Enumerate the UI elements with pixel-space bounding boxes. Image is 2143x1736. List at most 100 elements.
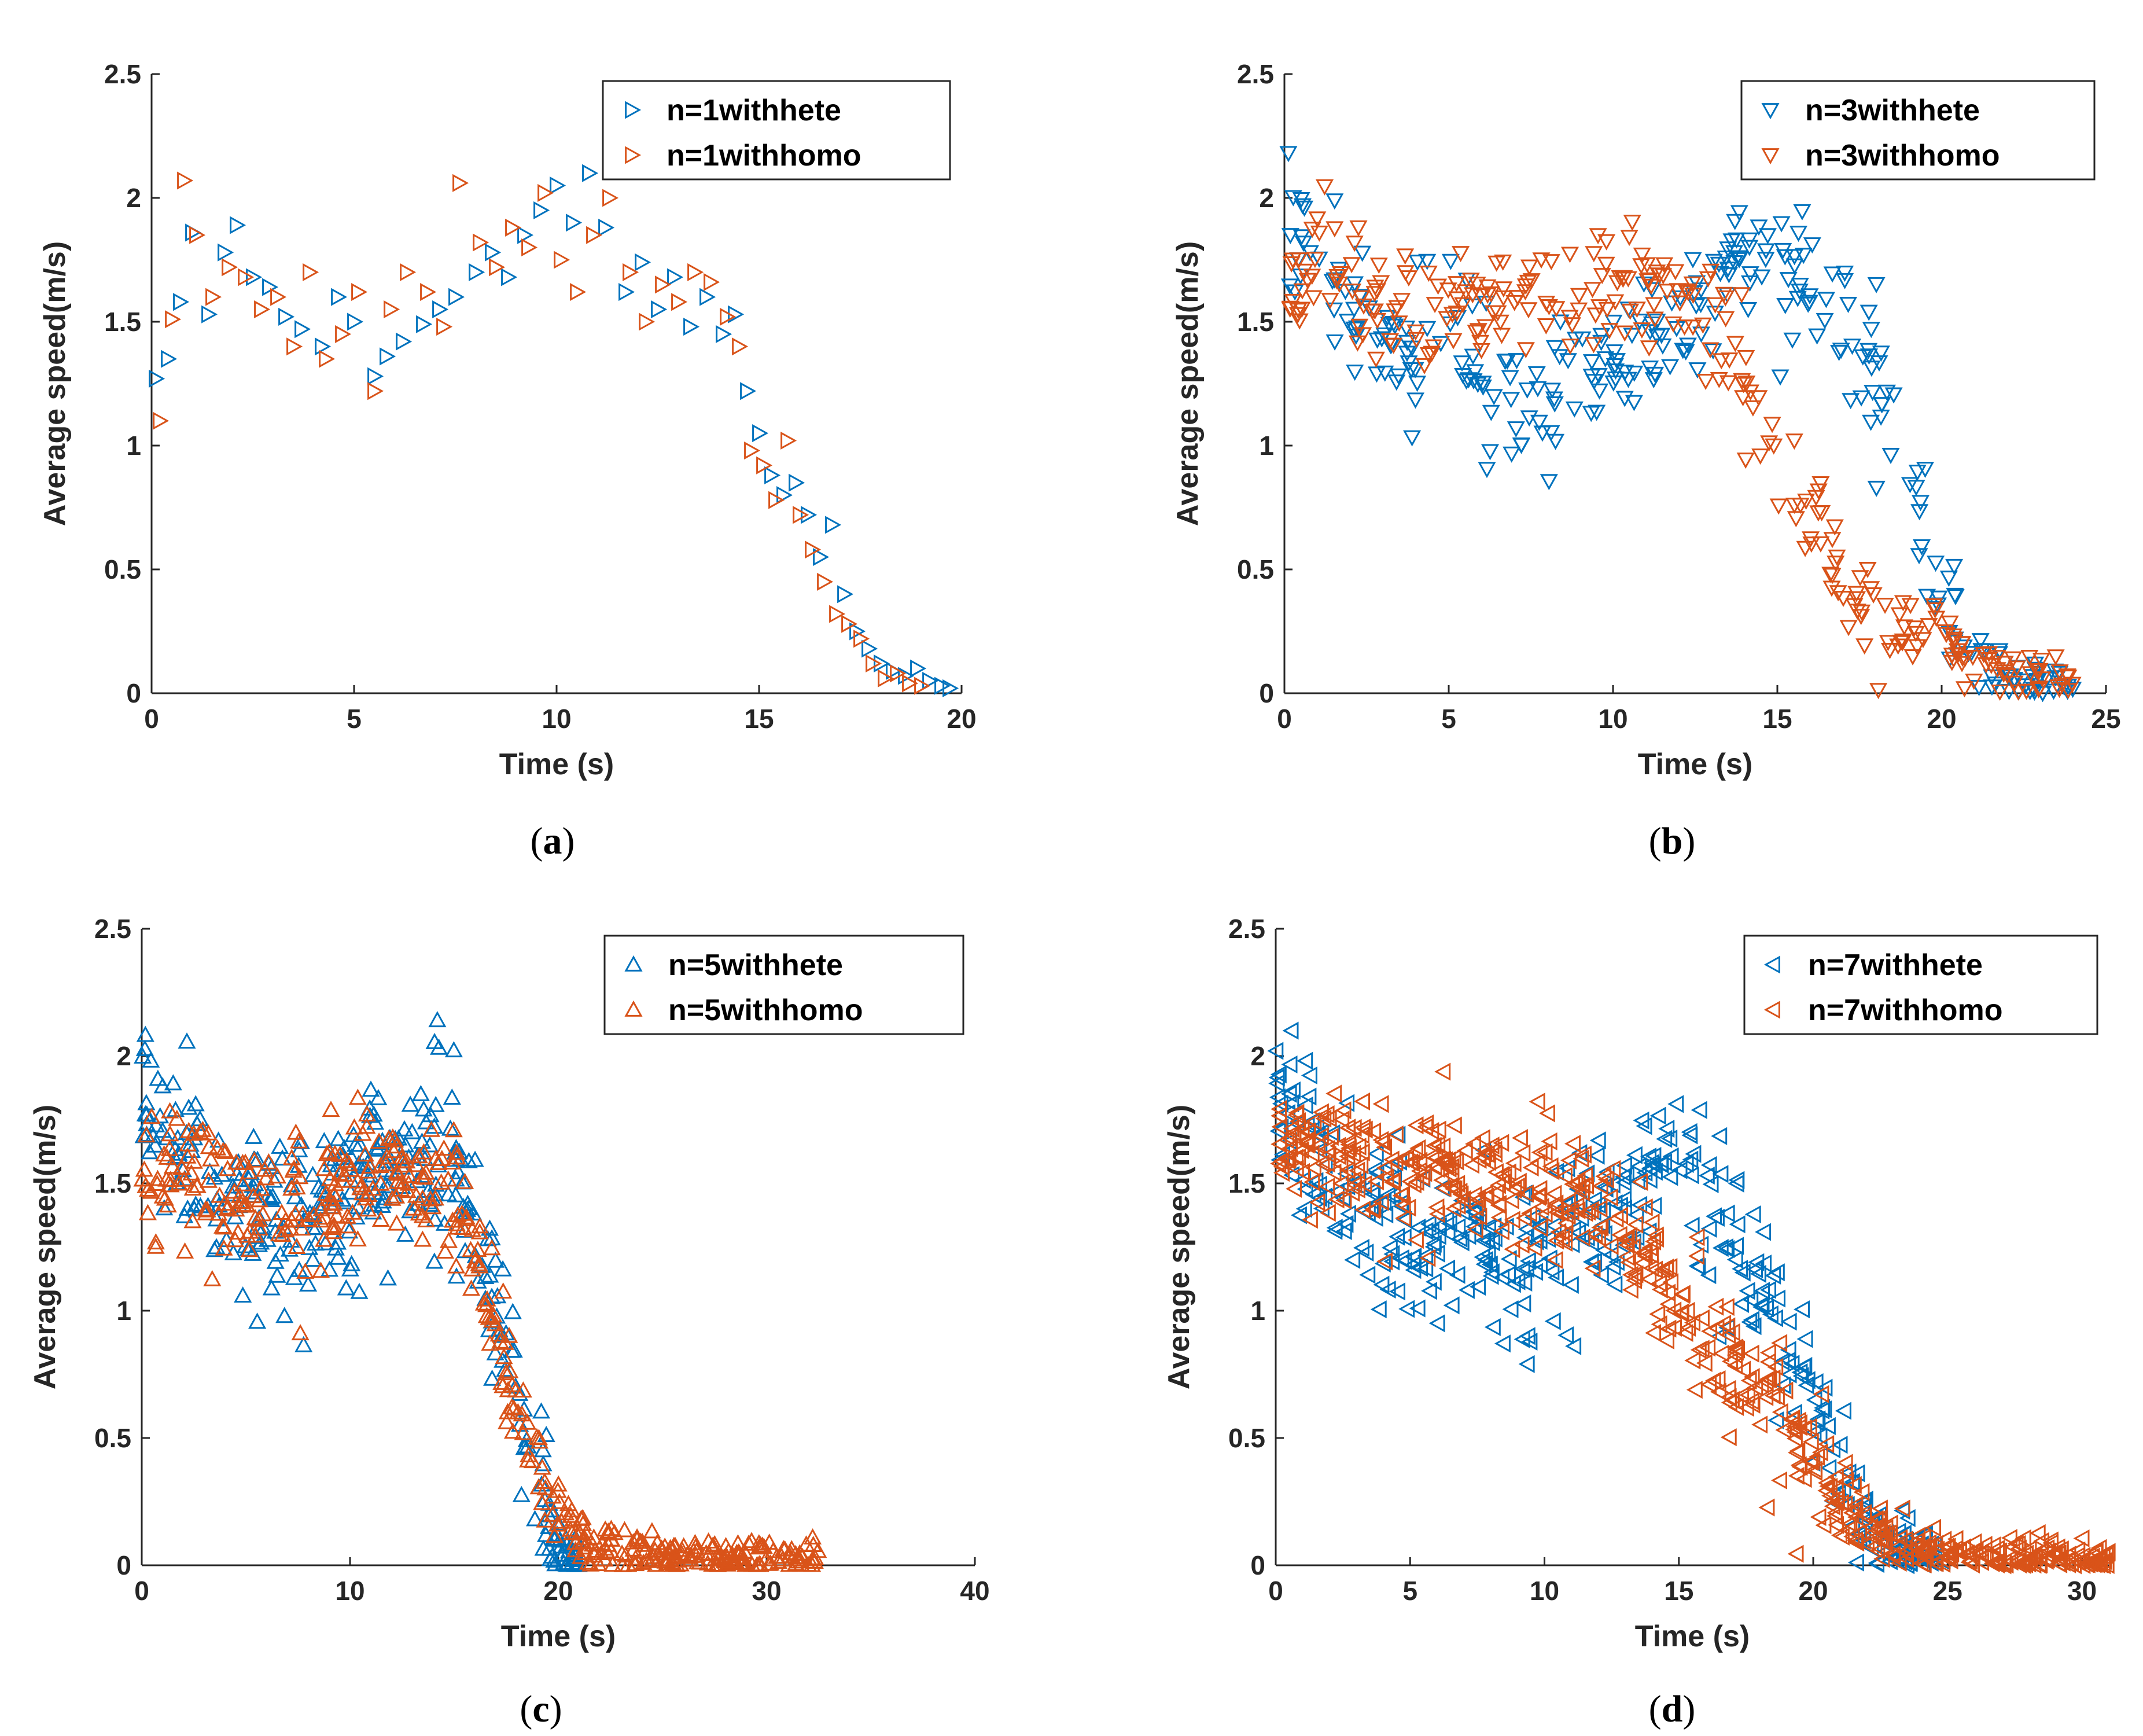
data-point (1404, 1154, 1420, 1172)
data-point (1823, 568, 1842, 584)
data-point (1417, 1259, 1434, 1278)
data-point (212, 1165, 231, 1182)
data-point (388, 1137, 406, 1154)
data-point (1788, 290, 1807, 307)
data-point (1412, 1259, 1428, 1277)
data-point (439, 1231, 458, 1248)
data-point (1287, 1159, 1304, 1178)
data-point (469, 1241, 487, 1257)
data-point (1548, 1163, 1564, 1181)
data-point (1467, 325, 1485, 341)
data-point (138, 1204, 157, 1220)
data-point (282, 1176, 301, 1193)
data-point (1428, 1244, 1445, 1263)
data-point (410, 1204, 428, 1221)
data-point (1679, 285, 1698, 301)
data-point (1461, 273, 1480, 289)
data-point (1504, 1211, 1520, 1229)
data-point (1449, 1218, 1466, 1237)
data-point (137, 1094, 156, 1110)
data-point (1726, 1356, 1743, 1375)
data-point (360, 1157, 379, 1174)
data-point (462, 1279, 481, 1296)
data-point (1647, 1229, 1664, 1248)
data-point (1848, 1533, 1865, 1552)
y-tick-label: 2.5 (104, 59, 141, 89)
data-point (1531, 1187, 1548, 1205)
data-point (683, 318, 700, 336)
data-point (300, 1211, 318, 1227)
data-point (1866, 1536, 1883, 1555)
data-point (1364, 1185, 1381, 1204)
data-point (1467, 1220, 1483, 1239)
data-point (1795, 1470, 1812, 1488)
data-point (218, 1200, 236, 1216)
data-point (161, 1125, 179, 1142)
data-point (1393, 1249, 1409, 1268)
data-point (149, 1069, 167, 1086)
data-point (1771, 1471, 1787, 1489)
data-point (1843, 1527, 1860, 1546)
data-point (1544, 1312, 1561, 1330)
data-point (1633, 247, 1651, 264)
data-point (319, 350, 336, 368)
data-point (1553, 1229, 1570, 1248)
data-point (159, 1196, 177, 1213)
data-point (1526, 1238, 1542, 1257)
data-point (1315, 1109, 1332, 1128)
data-point (458, 1194, 477, 1211)
data-point (1387, 1153, 1404, 1172)
data-point (1707, 1297, 1724, 1316)
data-point (1537, 318, 1555, 334)
data-point (1876, 1533, 1893, 1552)
data-point (2058, 668, 2076, 685)
data-point (732, 337, 749, 356)
data-point (306, 1234, 325, 1251)
data-point (200, 1138, 218, 1154)
data-point (1505, 1180, 1522, 1199)
data-point (533, 1441, 552, 1458)
data-point (1478, 288, 1497, 304)
data-point (1602, 1237, 1619, 1256)
data-point (534, 1539, 553, 1556)
data-point (399, 1174, 418, 1191)
data-point (1482, 404, 1500, 421)
data-point (1430, 1120, 1446, 1139)
x-tick-label: 15 (744, 704, 774, 734)
data-point (331, 1145, 349, 1162)
data-point (1484, 305, 1503, 322)
data-point (1471, 334, 1490, 351)
data-point (1835, 1402, 1851, 1420)
data-point (478, 1290, 496, 1307)
data-point (1456, 1141, 1473, 1160)
data-point (1395, 1209, 1411, 1227)
data-point (1531, 1143, 1548, 1161)
data-point (1570, 288, 1588, 304)
data-point (536, 1491, 554, 1507)
data-point (444, 1121, 463, 1138)
data-point (599, 1535, 617, 1552)
x-tick-label: 10 (335, 1576, 364, 1606)
data-point (1659, 1283, 1676, 1302)
data-point (383, 1189, 402, 1206)
data-point (1527, 1232, 1544, 1250)
data-point (303, 263, 319, 281)
data-point (273, 1149, 292, 1166)
data-point (489, 1325, 508, 1342)
data-point (613, 1555, 632, 1572)
data-point (1879, 635, 1897, 652)
data-point (1428, 1314, 1445, 1333)
data-point (602, 189, 619, 207)
data-point (1443, 307, 1461, 323)
data-point (1654, 268, 1673, 285)
data-point (1365, 303, 1384, 320)
data-point (1627, 1205, 1644, 1224)
data-point (1543, 1263, 1560, 1281)
data-point (513, 1405, 531, 1422)
data-point (1661, 1258, 1678, 1277)
data-point (1604, 314, 1623, 331)
data-point (413, 1168, 432, 1185)
panel-caption: (a) (531, 820, 575, 862)
data-point (1683, 1216, 1700, 1235)
data-point (222, 258, 238, 277)
